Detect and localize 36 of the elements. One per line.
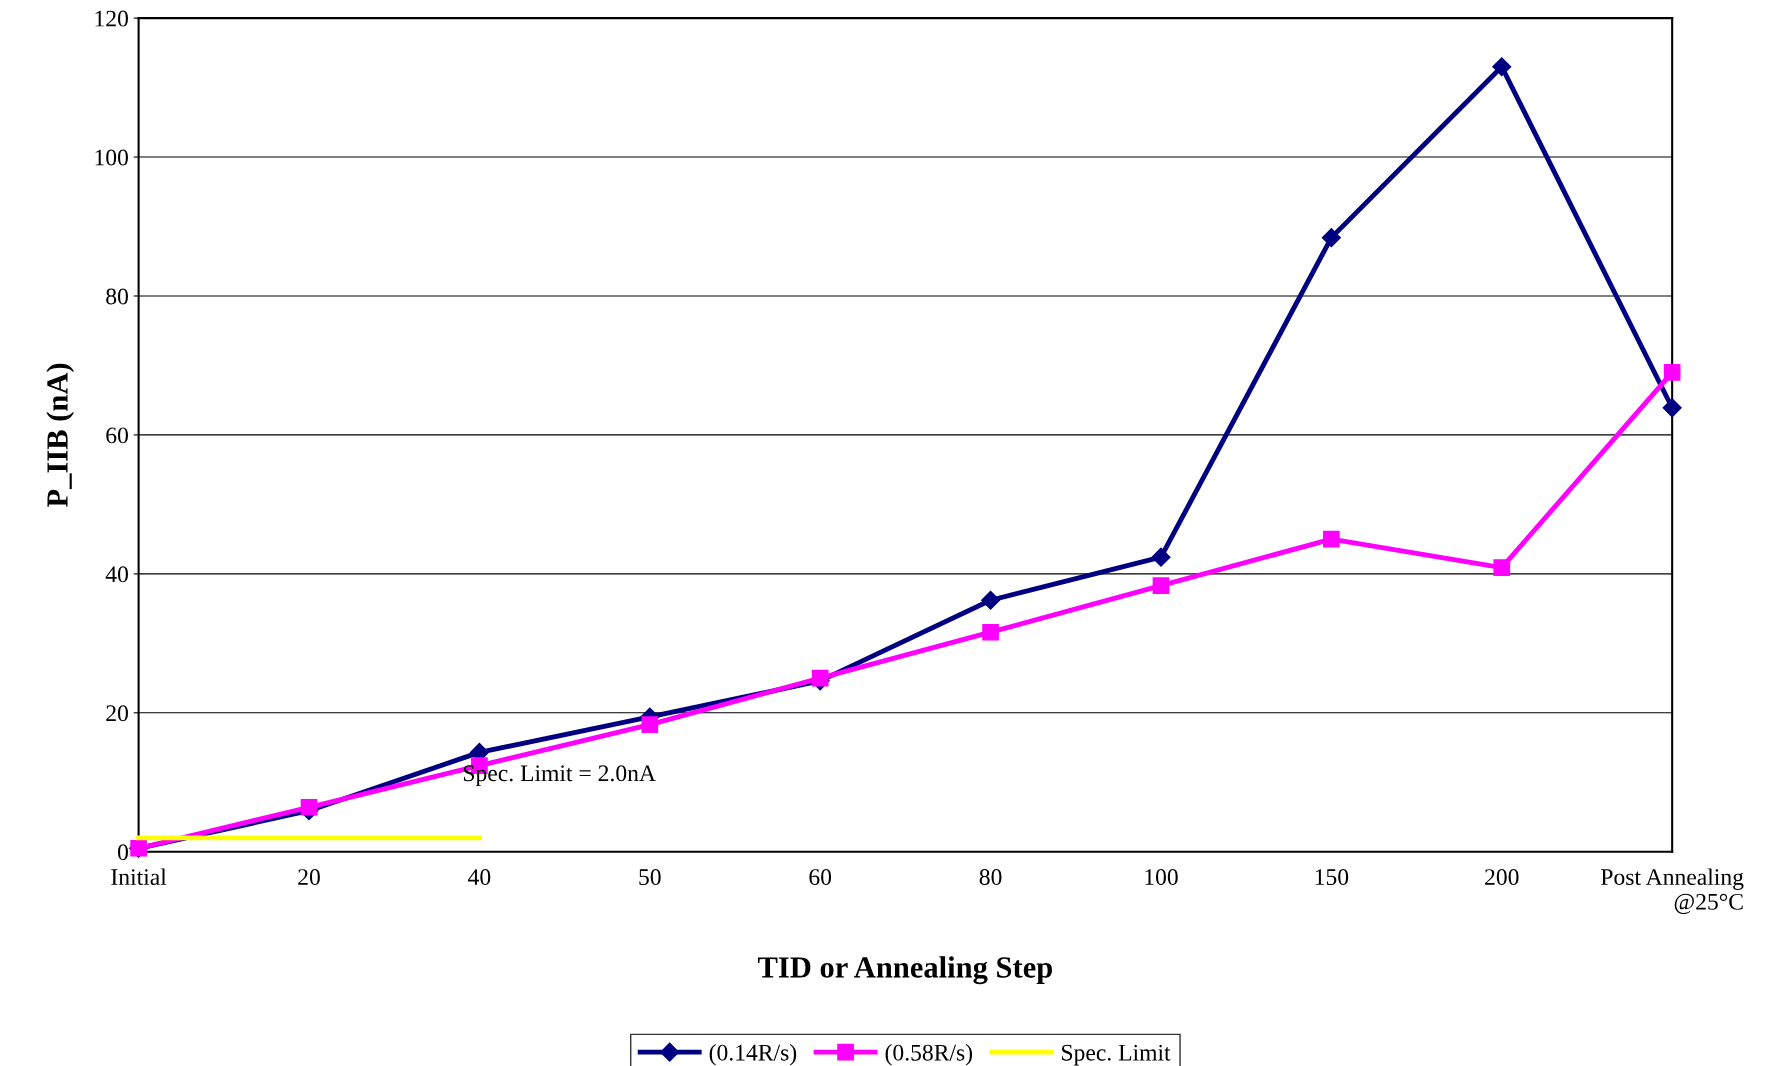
point <box>1493 559 1511 576</box>
point <box>811 669 829 687</box>
point <box>982 623 999 641</box>
point <box>1663 364 1681 381</box>
point <box>1492 57 1512 77</box>
point <box>981 590 1001 610</box>
legend-label: (0.58R/s) <box>885 1044 973 1066</box>
y-tick-label: 40 <box>105 566 128 583</box>
x-tick-label: 200 <box>1485 869 1519 886</box>
y-tick-label: 20 <box>106 705 128 722</box>
y-tick-label: 80 <box>106 288 128 305</box>
x-tick-label: 50 <box>639 869 661 886</box>
x-tick-label: Post Annealing @25°C <box>1601 868 1744 915</box>
annotation: Spec. Limit = 2.0nA <box>463 765 656 787</box>
point <box>641 716 659 733</box>
y-tick-label: 0 <box>117 844 128 861</box>
x-tick-label: 80 <box>979 869 1002 886</box>
point <box>1152 577 1170 595</box>
y-tick-label: 100 <box>95 149 128 166</box>
point <box>1321 228 1341 248</box>
point <box>1323 530 1340 548</box>
y-tick-label: 60 <box>106 427 128 444</box>
point <box>1151 547 1171 567</box>
x-tick-label: 100 <box>1145 869 1178 886</box>
x-tick-label: 40 <box>468 869 491 886</box>
legend-label: Spec. Limit <box>1062 1044 1171 1066</box>
x-tick-label: 60 <box>809 869 832 886</box>
x-axis-title: TID or Annealing Step <box>757 956 1053 985</box>
point <box>300 798 318 816</box>
x-tick-label: 150 <box>1315 869 1349 886</box>
x-tick-label: Initial <box>111 868 167 886</box>
y-axis-title: P_IIB (nA) <box>46 363 75 507</box>
x-tick-label: 20 <box>298 869 320 886</box>
y-tick-label: 120 <box>95 10 128 27</box>
point <box>1662 398 1682 418</box>
legend-label: (0.14R/s) <box>709 1044 797 1066</box>
